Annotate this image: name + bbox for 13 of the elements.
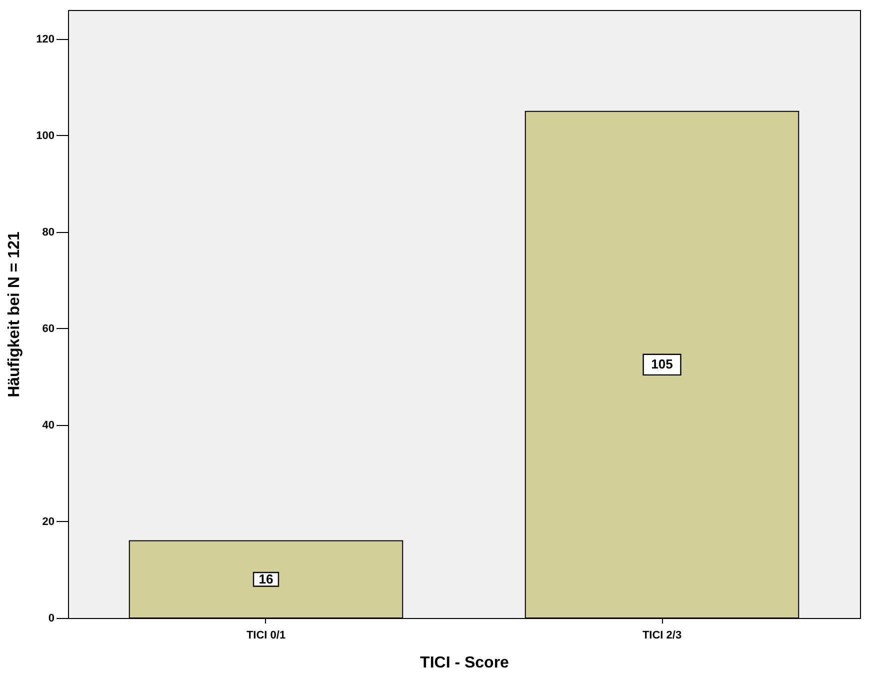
- y-tick-label: 120: [36, 33, 54, 46]
- y-tick-label: 60: [42, 322, 54, 335]
- data-label: 105: [651, 356, 673, 372]
- y-tick-label: 100: [36, 130, 54, 142]
- y-tick-label: 80: [42, 226, 54, 238]
- y-tick-label: 20: [42, 516, 54, 528]
- data-label: 16: [258, 571, 274, 586]
- x-tick-label: TICI 2/3: [642, 630, 682, 642]
- y-tick-label: 40: [42, 419, 54, 432]
- y-tick-label: 0: [48, 612, 54, 624]
- x-axis-title: TICI - Score: [420, 654, 510, 672]
- x-tick-label: TICI 0/1: [246, 630, 286, 642]
- y-axis-title: Häufigkeit bei N = 121: [6, 231, 24, 398]
